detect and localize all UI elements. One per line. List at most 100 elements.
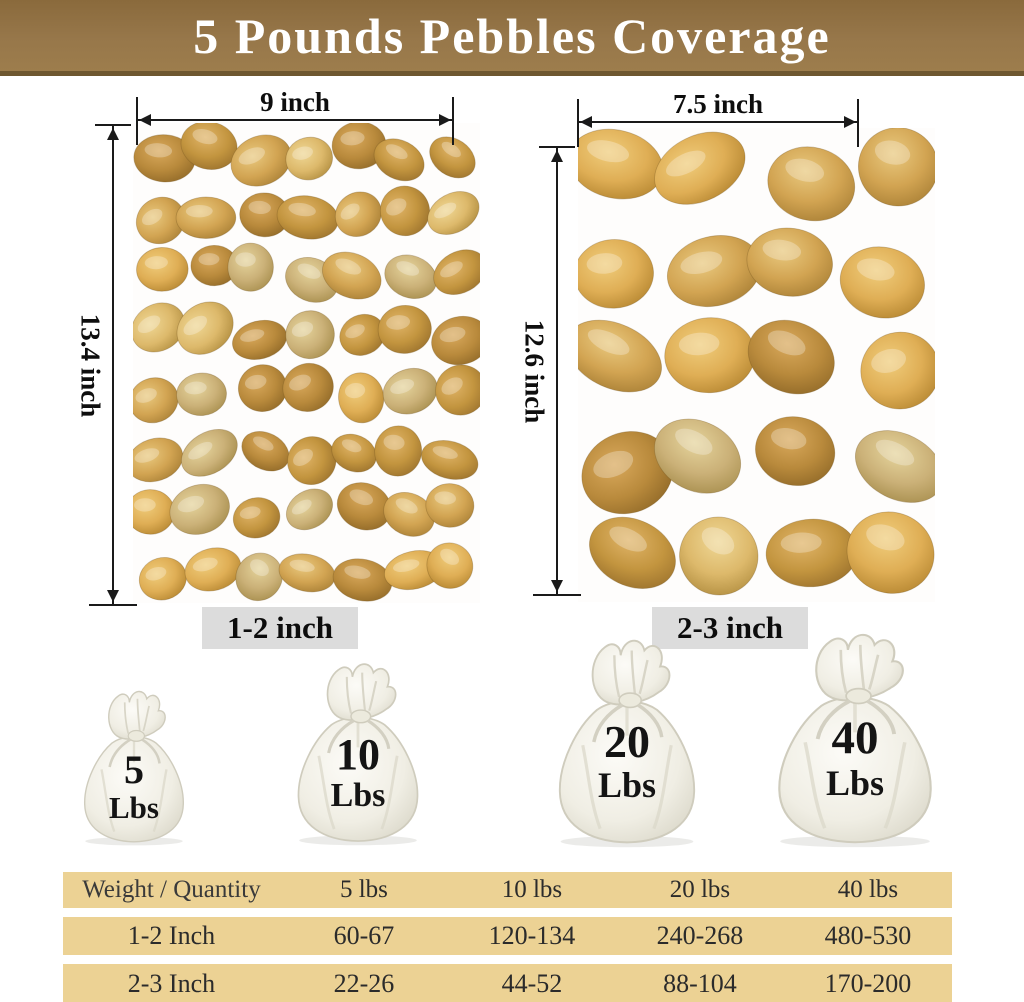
pebble (429, 136, 476, 179)
dimension-line (112, 126, 114, 604)
pebble-highlight (292, 146, 313, 160)
pebble (181, 429, 238, 477)
pebble-highlight (192, 128, 218, 145)
pebble-highlight (188, 441, 213, 460)
dimension-line (579, 121, 857, 123)
arrow-right-icon (439, 114, 451, 126)
pebble (578, 319, 662, 393)
pebble-highlight (780, 532, 822, 553)
pebble (755, 416, 836, 486)
pebble-highlight (441, 141, 461, 158)
arrow-up-icon (107, 128, 119, 140)
pebble-highlight (235, 252, 256, 267)
bag-20lbs: 20 Lbs (548, 636, 706, 848)
pebble-highlight (134, 448, 160, 463)
pebble-highlight (586, 253, 623, 274)
pebble (235, 552, 283, 602)
pebble (654, 131, 746, 205)
pebble-highlight (762, 239, 802, 261)
table-row: 2-3 Inch 22-26 44-52 88-104 170-200 (63, 964, 952, 1002)
pebble-highlight (767, 330, 806, 356)
width-dimension-right-label: 7.5 inch (672, 89, 764, 119)
pebble-highlight (440, 548, 460, 565)
table-row: 1-2 Inch 60-67 120-134 240-268 480-530 (63, 917, 952, 955)
pebble-highlight (288, 202, 316, 217)
pebble (286, 488, 333, 531)
dimension-line (138, 119, 452, 121)
pebble-highlight (291, 321, 314, 337)
pebble-highlight (386, 315, 411, 330)
pebble (169, 483, 230, 535)
pebble (421, 440, 479, 480)
dimension-cap (533, 594, 581, 596)
pebble (338, 372, 385, 424)
pebble (232, 319, 288, 360)
pebble (138, 557, 187, 601)
pebble-highlight (293, 448, 313, 466)
pebble (433, 249, 480, 295)
height-dimension-left-label: 13.4 inch (73, 124, 107, 606)
pebble (374, 425, 423, 477)
pebble (285, 136, 333, 181)
pebble-highlight (345, 324, 365, 339)
coverage-table: Weight / Quantity 5 lbs 10 lbs 20 lbs 40… (63, 872, 952, 1002)
pebble (133, 377, 179, 424)
pebble-highlight (335, 258, 362, 275)
table-cell: 120-134 (488, 921, 576, 950)
pebble-highlight (198, 253, 220, 266)
pebble-highlight (145, 566, 167, 581)
pebble (765, 518, 858, 588)
pebble (382, 367, 438, 415)
pebble-highlight (434, 491, 456, 505)
pebble-highlight (386, 198, 407, 216)
arrow-right-icon (844, 116, 856, 128)
pebble (377, 304, 432, 354)
pebble (426, 542, 474, 589)
pebble (232, 497, 281, 539)
pebble (767, 146, 856, 222)
height-dimension-right-label: 12.6 inch (517, 146, 551, 596)
pebble-highlight (440, 261, 463, 278)
pebble-highlight (680, 251, 723, 275)
pebble-highlight (385, 144, 408, 160)
pebble-highlight (289, 559, 315, 572)
arrow-left-icon (139, 114, 151, 126)
pebble-highlight (297, 263, 321, 279)
pebble (747, 319, 835, 395)
pebble-highlight (587, 329, 630, 355)
table-cell: 44-52 (501, 968, 563, 998)
pebble (425, 483, 475, 528)
table-cell: 240-268 (656, 921, 744, 950)
pebble-highlight (144, 143, 173, 158)
table-header-cell: 20 lbs (669, 876, 731, 903)
width-dimension-left: 9 inch (136, 87, 454, 150)
pebble (431, 315, 480, 366)
dimension-cap (857, 99, 859, 147)
bag-10lbs: 10 Lbs (288, 660, 428, 846)
pebble (175, 196, 237, 239)
pebble (278, 553, 336, 593)
bag-weight: 20 (604, 715, 650, 767)
pebble (332, 558, 393, 602)
pebble-highlight (344, 383, 366, 399)
pebble (846, 511, 935, 594)
pebble (282, 362, 334, 412)
pebble (276, 195, 339, 240)
pebble-highlight (701, 527, 735, 555)
pebble-highlight (678, 332, 720, 356)
pebble-highlight (192, 557, 218, 572)
pebble-highlight (291, 499, 312, 515)
dimension-cap (136, 97, 138, 145)
pebble-highlight (341, 439, 362, 453)
pebble (227, 242, 274, 292)
pebble-highlight (874, 140, 911, 165)
pebble (427, 191, 480, 235)
table-cell: 170-200 (824, 968, 912, 998)
pebble (839, 246, 925, 319)
pebble-highlight (871, 348, 906, 373)
pebble (384, 254, 438, 299)
pebble-highlight (184, 381, 207, 395)
pebble-highlight (238, 147, 265, 165)
table-header-cell: Weight / Quantity (82, 876, 261, 903)
bag-40lbs-label: 40 Lbs (766, 713, 944, 803)
